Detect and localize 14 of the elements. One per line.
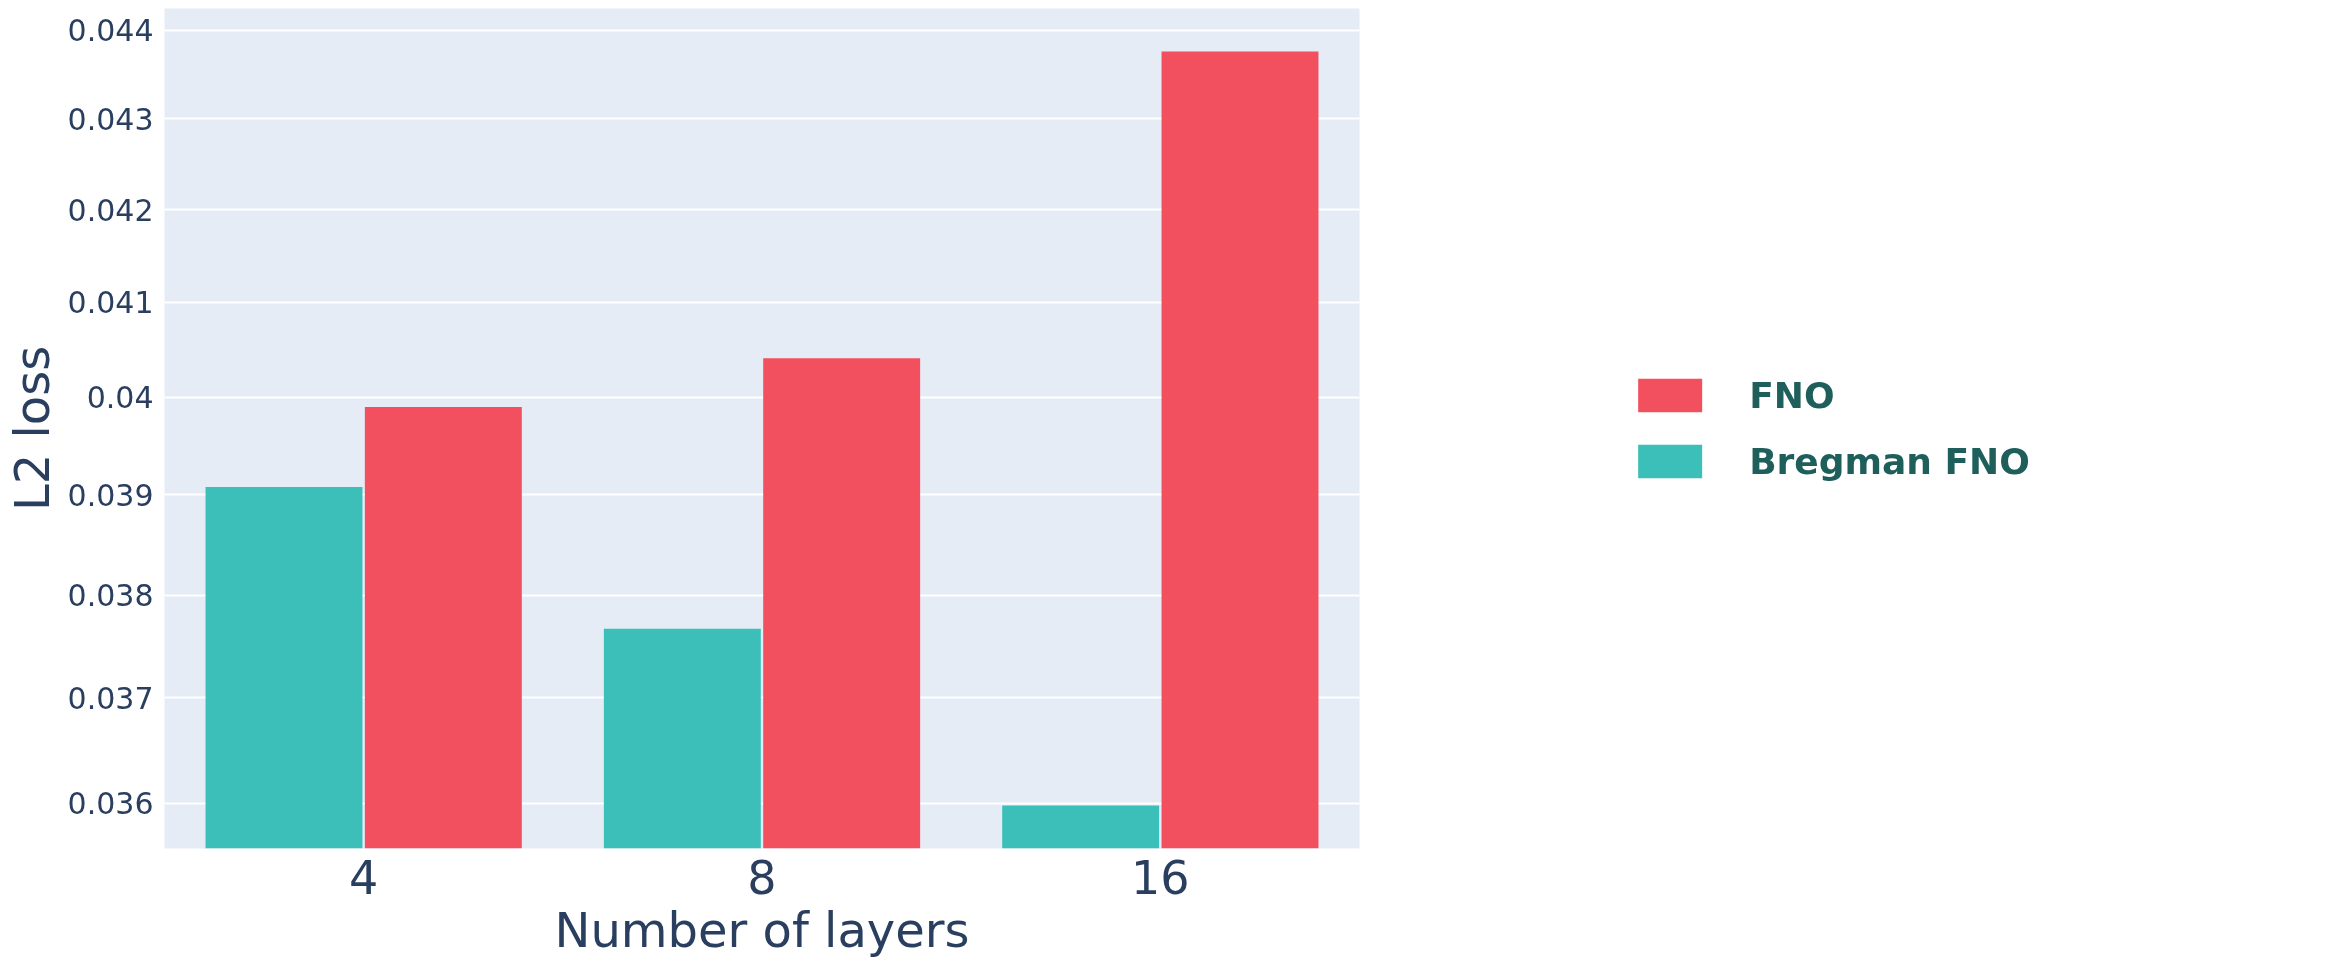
y-tick-label: 0.041	[67, 285, 154, 321]
y-tick-label: 0.044	[67, 13, 154, 49]
y-tick-label: 0.043	[67, 101, 154, 137]
y-tick-label: 0.039	[67, 477, 154, 513]
x-tick-label: 4	[349, 850, 379, 905]
y-tick-label: 0.036	[67, 786, 154, 822]
y-tick-label: 0.04	[86, 380, 154, 416]
x-tick-label: 16	[1131, 850, 1190, 905]
legend-label: FNO	[1749, 374, 1835, 416]
y-tick-label: 0.042	[67, 192, 154, 228]
legend-label: Bregman FNO	[1749, 440, 2030, 482]
y-axis-title: L2 loss	[3, 345, 60, 512]
y-tick-label: 0.037	[67, 680, 154, 716]
y-tick-label: 0.038	[67, 578, 154, 614]
